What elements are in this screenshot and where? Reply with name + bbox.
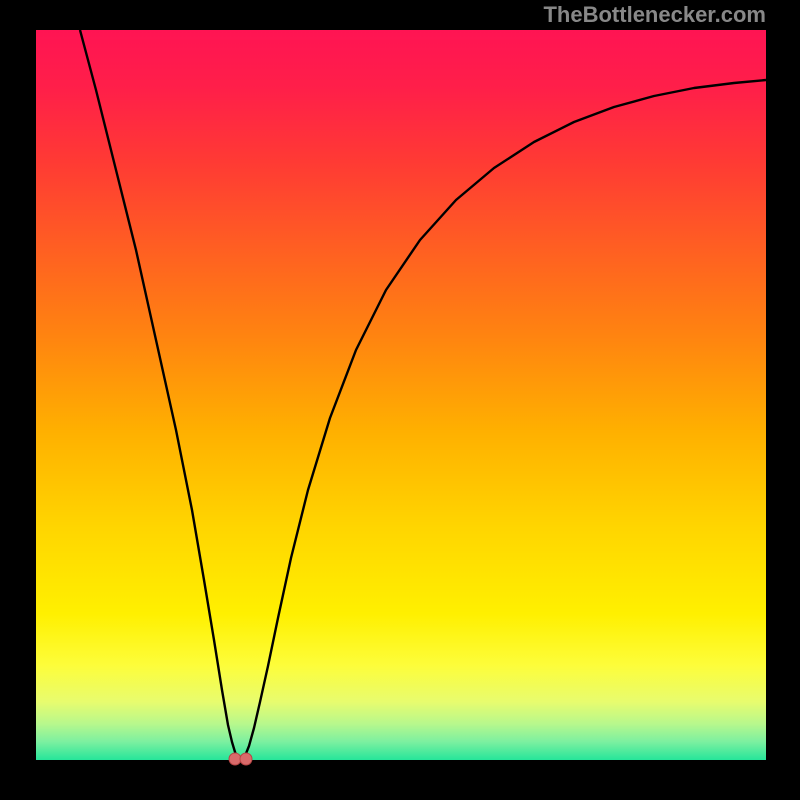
curve-path — [80, 30, 766, 760]
bottleneck-curve — [36, 30, 766, 760]
data-marker — [240, 752, 253, 765]
plot-area — [36, 30, 766, 760]
chart-container: TheBottlenecker.com — [0, 0, 800, 800]
watermark-text: TheBottlenecker.com — [543, 2, 766, 28]
